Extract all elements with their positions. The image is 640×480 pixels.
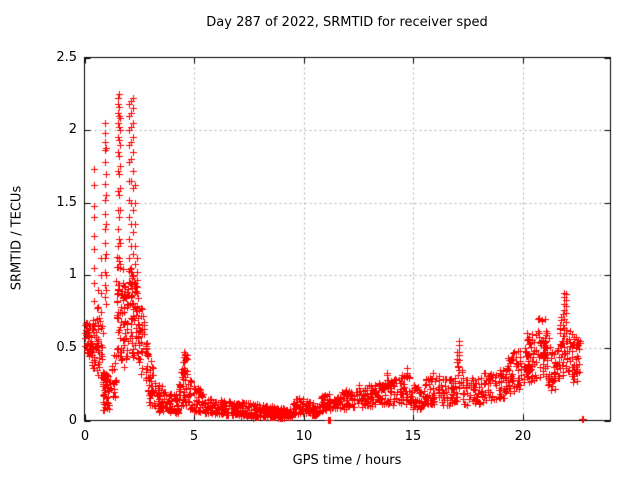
x-tick-label: 10 <box>295 429 313 444</box>
chart-title: Day 287 of 2022, SRMTID for receiver spe… <box>206 15 488 30</box>
y-tick-label: 2.5 <box>56 50 77 65</box>
y-tick-label: 1.5 <box>56 195 77 210</box>
x-tick-label: 15 <box>404 429 422 444</box>
x-tick-label: 0 <box>80 429 90 444</box>
x-tick-label: 5 <box>189 429 199 444</box>
y-tick-label: 0 <box>68 413 77 428</box>
y-tick-label: 1 <box>68 267 77 282</box>
x-tick-label: 20 <box>514 429 532 444</box>
y-tick-label: 0.5 <box>56 340 77 355</box>
x-axis-label: GPS time / hours <box>292 453 402 468</box>
y-tick-label: 2 <box>68 122 77 137</box>
